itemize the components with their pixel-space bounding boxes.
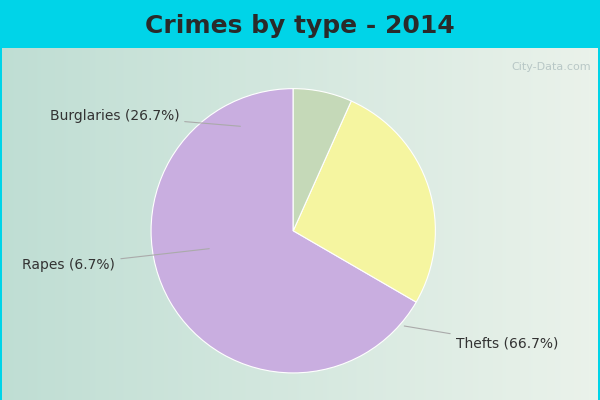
Wedge shape — [293, 101, 436, 302]
Wedge shape — [151, 89, 416, 373]
Text: City-Data.com: City-Data.com — [511, 62, 591, 72]
Text: Thefts (66.7%): Thefts (66.7%) — [404, 326, 558, 350]
Text: Crimes by type - 2014: Crimes by type - 2014 — [145, 14, 455, 38]
Wedge shape — [293, 89, 351, 231]
Text: Burglaries (26.7%): Burglaries (26.7%) — [50, 109, 241, 126]
Text: Rapes (6.7%): Rapes (6.7%) — [22, 249, 209, 272]
